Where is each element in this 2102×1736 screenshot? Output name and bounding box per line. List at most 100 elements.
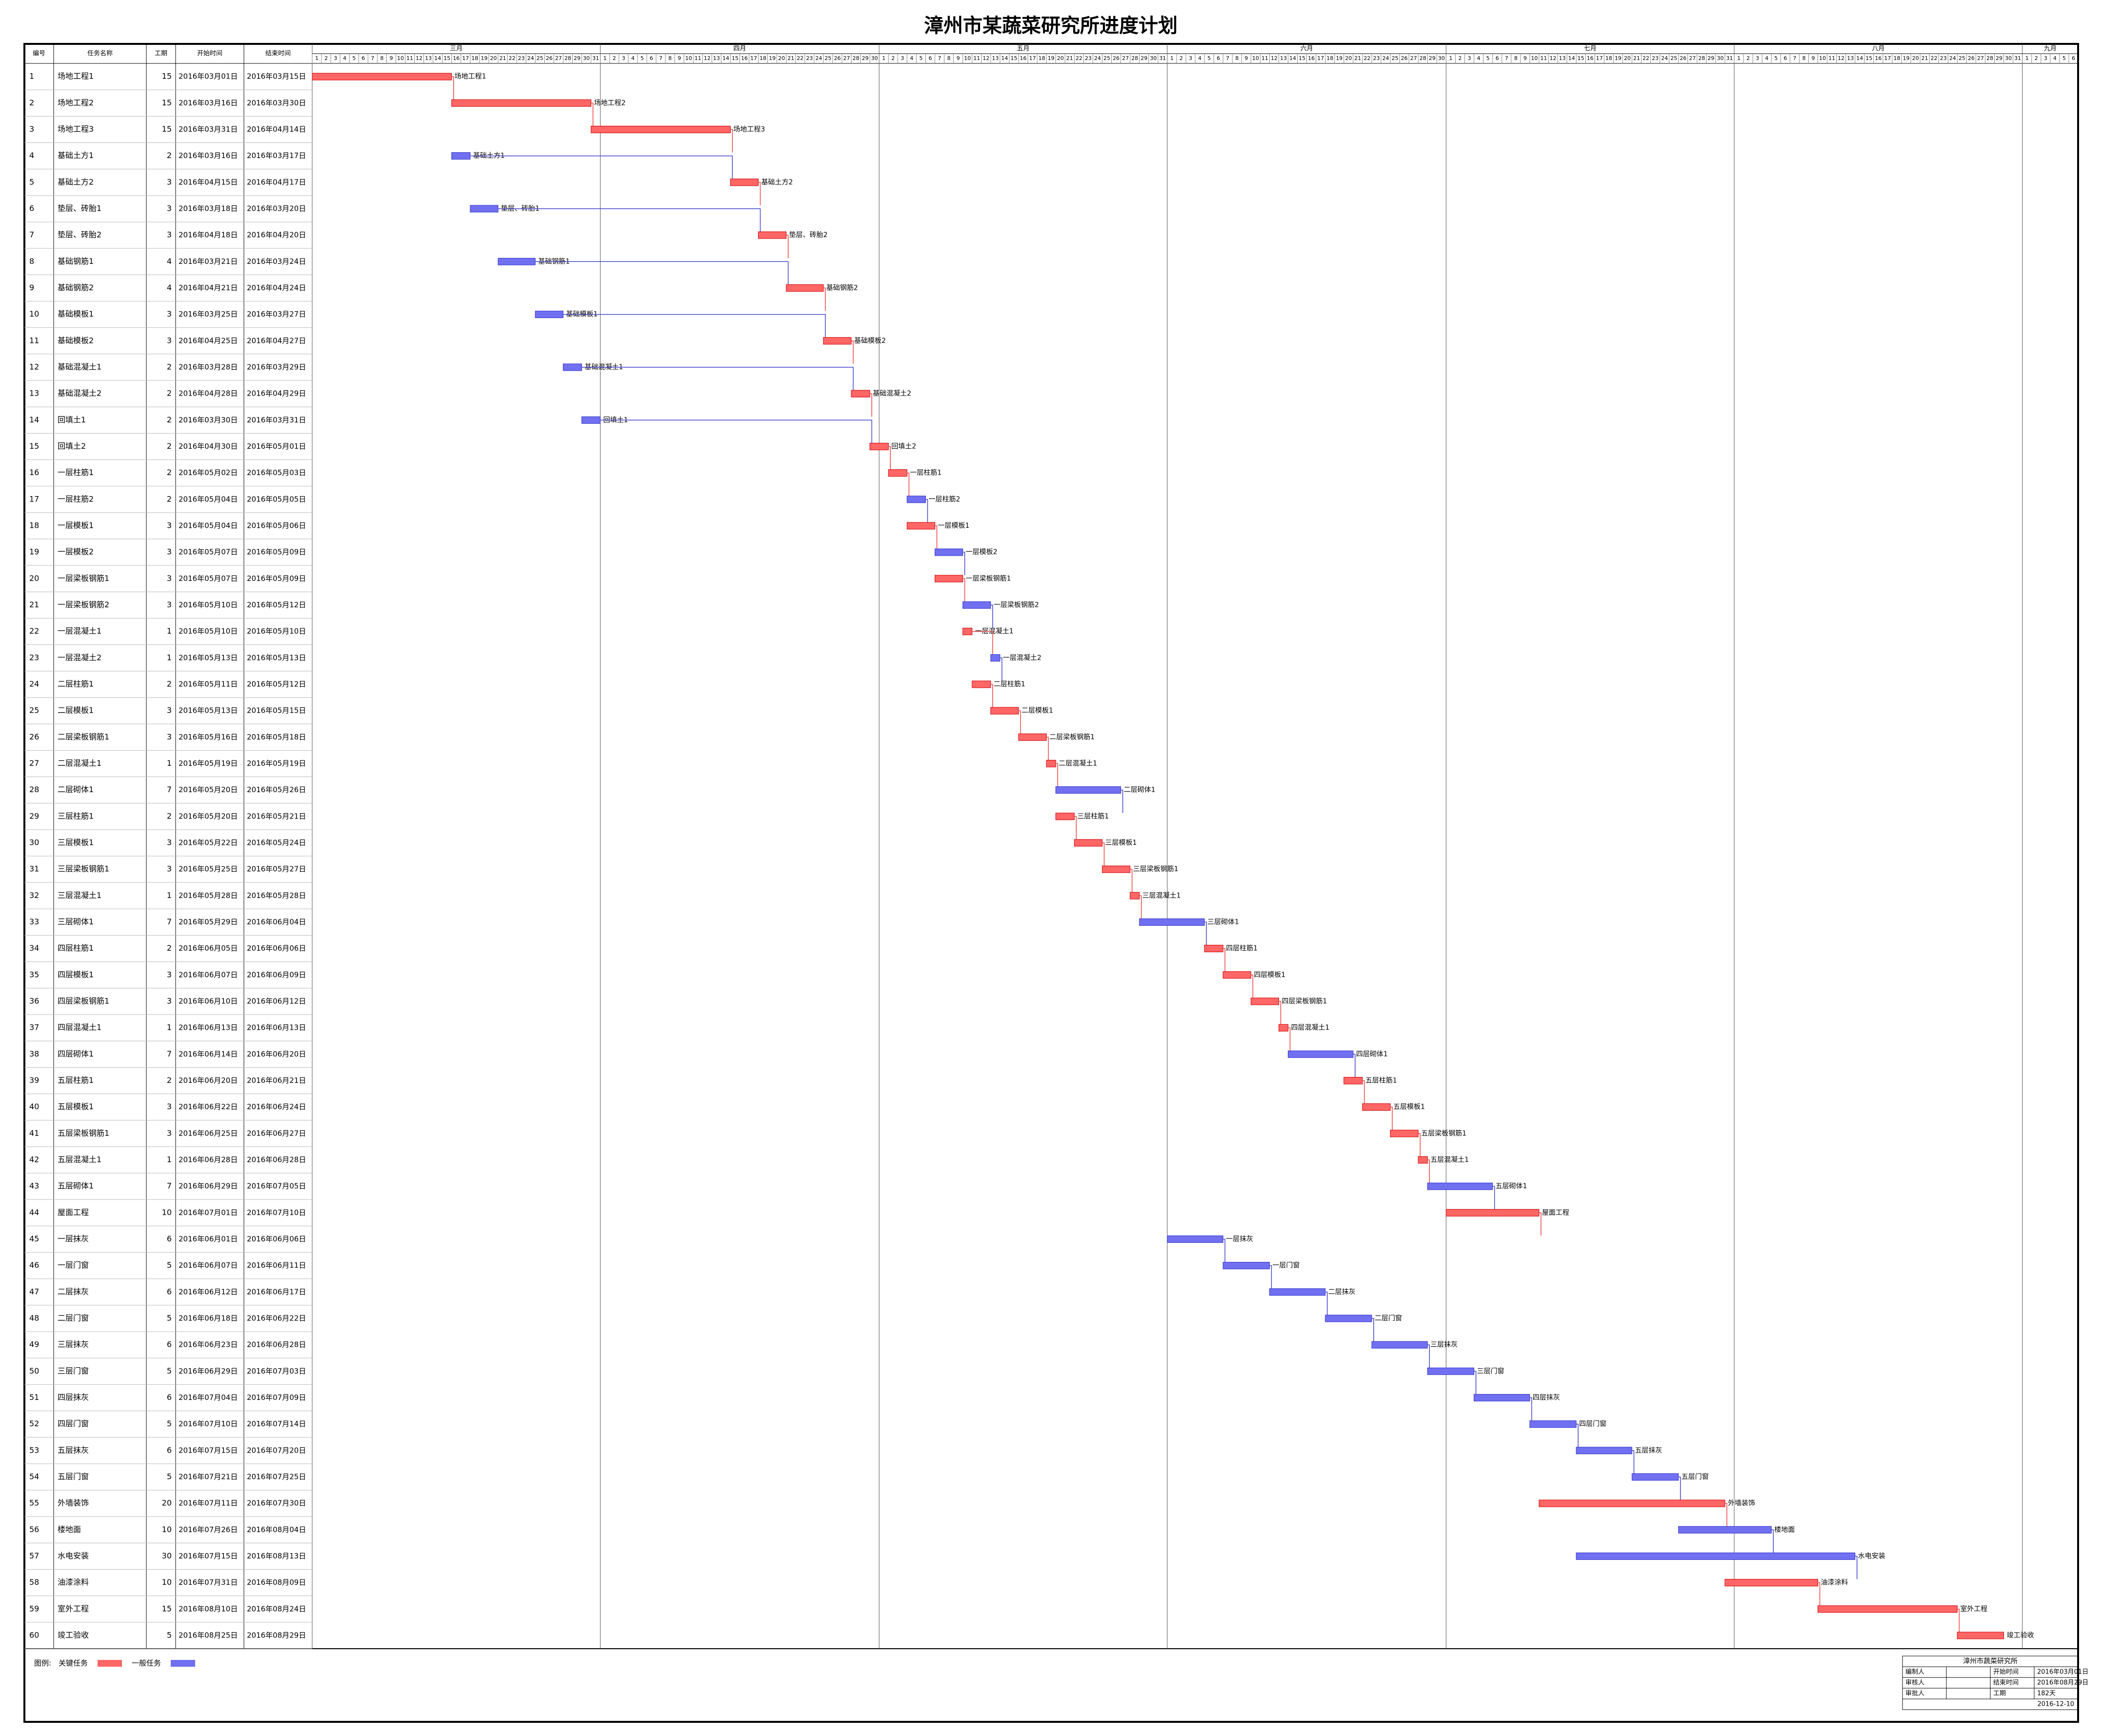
start-date: 2016年03月31日 bbox=[179, 125, 238, 134]
end-date: 2016年03月24日 bbox=[247, 257, 306, 266]
day-label: 16 bbox=[453, 55, 460, 61]
task-name: 四层柱筋1 bbox=[58, 943, 94, 953]
task-name: 基础混凝土2 bbox=[58, 389, 101, 398]
day-label: 7 bbox=[659, 55, 662, 61]
start-date: 2016年05月22日 bbox=[179, 838, 238, 847]
duration: 2 bbox=[167, 362, 172, 371]
day-label: 22 bbox=[1076, 55, 1082, 61]
critical-bar bbox=[1018, 733, 1047, 741]
task-name: 一层抹灰 bbox=[58, 1234, 89, 1243]
day-label: 14 bbox=[1568, 55, 1575, 61]
bar-label: 二层门窗 bbox=[1375, 1314, 1402, 1322]
row-id: 44 bbox=[29, 1208, 39, 1217]
bar-label: 回填土2 bbox=[891, 442, 916, 450]
link bbox=[581, 367, 854, 391]
day-label: 30 bbox=[1438, 55, 1445, 61]
task-name: 二层柱筋1 bbox=[58, 679, 94, 688]
day-label: 10 bbox=[685, 55, 692, 61]
end-date: 2016年05月09日 bbox=[247, 548, 306, 557]
task-bar bbox=[498, 258, 536, 265]
day-label: 5 bbox=[1774, 55, 1778, 61]
day-label: 3 bbox=[1756, 55, 1759, 61]
day-label: 31 bbox=[2014, 55, 2021, 61]
day-label: 12 bbox=[982, 55, 989, 61]
start-date: 2016年04月25日 bbox=[179, 336, 238, 345]
start-date: 2016年06月10日 bbox=[179, 997, 238, 1005]
start-date: 2016年03月01日 bbox=[179, 72, 238, 81]
day-label: 21 bbox=[500, 55, 506, 61]
info-cell: 结束时间 bbox=[1993, 1679, 2019, 1687]
link bbox=[1576, 1423, 1579, 1447]
start-date: 2016年04月28日 bbox=[179, 389, 238, 398]
critical-bar bbox=[758, 231, 787, 239]
bar-label: 五层梁板钢筋1 bbox=[1421, 1129, 1466, 1137]
bar-label: 楼地面 bbox=[1774, 1526, 1795, 1534]
duration: 5 bbox=[167, 1366, 172, 1376]
link bbox=[1427, 1344, 1430, 1368]
critical-bar bbox=[591, 125, 731, 133]
info-cell: 编制人 bbox=[1905, 1669, 1924, 1676]
task-name: 四层砌体1 bbox=[58, 1049, 94, 1058]
critical-bar bbox=[1445, 1209, 1540, 1217]
row-id: 31 bbox=[29, 864, 39, 874]
day-label: 13 bbox=[713, 55, 720, 61]
task-name: 五层梁板钢筋1 bbox=[58, 1128, 109, 1137]
duration: 4 bbox=[167, 283, 172, 292]
task-bar bbox=[1222, 1262, 1270, 1270]
bar-label: 五层抹灰 bbox=[1635, 1447, 1662, 1455]
task-name: 一层混凝土1 bbox=[58, 626, 101, 636]
day-label: 29 bbox=[1996, 55, 2002, 61]
critical-bar bbox=[888, 469, 907, 477]
day-label: 21 bbox=[1633, 55, 1640, 61]
day-label: 2 bbox=[2035, 55, 2038, 61]
day-label: 5 bbox=[1486, 55, 1490, 61]
task-name: 基础土方1 bbox=[58, 151, 94, 160]
row-id: 23 bbox=[29, 653, 39, 662]
day-label: 5 bbox=[641, 55, 644, 61]
critical-bar bbox=[1539, 1499, 1725, 1507]
day-label: 29 bbox=[1141, 55, 1147, 61]
day-label: 20 bbox=[1912, 55, 1919, 61]
link bbox=[1372, 1318, 1374, 1342]
bar-label: 一层梁板钢筋2 bbox=[994, 600, 1039, 609]
link bbox=[1046, 737, 1049, 760]
day-label: 20 bbox=[1345, 55, 1352, 61]
task-bar bbox=[1269, 1288, 1326, 1296]
day-label: 26 bbox=[1113, 55, 1120, 61]
row-id: 16 bbox=[29, 468, 39, 477]
critical-bar bbox=[1250, 998, 1279, 1005]
bar-label: 外墙装饰 bbox=[1728, 1499, 1755, 1507]
duration: 7 bbox=[167, 917, 172, 926]
info-cell: 开始时间 bbox=[1993, 1669, 2019, 1676]
column-header: 任务名称 bbox=[87, 50, 113, 58]
bar-label: 一层混凝土1 bbox=[975, 628, 1014, 636]
end-date: 2016年05月12日 bbox=[247, 600, 306, 609]
link bbox=[925, 499, 928, 522]
end-date: 2016年07月09日 bbox=[247, 1393, 306, 1402]
task-name: 场地工程1 bbox=[58, 72, 94, 81]
day-label: 29 bbox=[1707, 55, 1714, 61]
critical-bar bbox=[451, 99, 592, 107]
day-label: 13 bbox=[1280, 55, 1287, 61]
month-label: 三月 bbox=[450, 45, 462, 53]
day-label: 26 bbox=[546, 55, 553, 61]
day-label: 1 bbox=[882, 55, 885, 61]
day-label: 4 bbox=[631, 55, 635, 61]
day-label: 28 bbox=[1986, 55, 1993, 61]
bar-label: 基础模板2 bbox=[854, 337, 886, 345]
critical-bar bbox=[1046, 759, 1056, 767]
day-label: 28 bbox=[564, 55, 571, 61]
link bbox=[1288, 1027, 1291, 1051]
end-date: 2016年05月01日 bbox=[247, 442, 306, 451]
link bbox=[1130, 869, 1133, 893]
end-date: 2016年07月10日 bbox=[247, 1208, 306, 1217]
critical-bar bbox=[1055, 813, 1075, 820]
duration: 3 bbox=[167, 1102, 172, 1111]
day-label: 15 bbox=[1865, 55, 1872, 61]
link bbox=[1056, 763, 1058, 787]
task-name: 基础土方2 bbox=[58, 177, 94, 186]
row-id: 41 bbox=[29, 1128, 39, 1137]
day-label: 21 bbox=[1922, 55, 1928, 61]
start-date: 2016年06月29日 bbox=[179, 1182, 238, 1191]
day-label: 7 bbox=[1505, 55, 1508, 61]
